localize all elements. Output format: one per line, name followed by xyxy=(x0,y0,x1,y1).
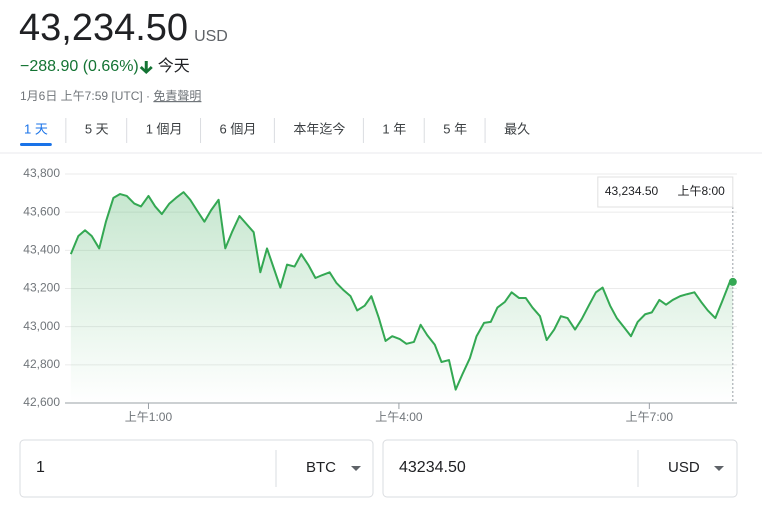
x-tick-label: 上午1:00 xyxy=(125,410,173,424)
y-tick-label: 42,600 xyxy=(23,395,60,409)
down-arrow-icon xyxy=(139,61,153,74)
result-input[interactable]: 43234.50 xyxy=(399,459,466,476)
x-tick-label: 上午4:00 xyxy=(375,410,423,424)
chart: 42,600 42,800 43,000 43,200 43,400 43,600 43,8… xyxy=(23,166,737,424)
area-fill xyxy=(70,192,733,403)
price-line xyxy=(69,191,734,391)
y-tick-label: 43,000 xyxy=(23,319,60,333)
tab[interactable]: 1 個月 xyxy=(146,121,183,136)
tab[interactable]: 5 天 xyxy=(85,121,109,136)
disclaimer-link[interactable]: 免責聲明 xyxy=(153,88,201,103)
last-point xyxy=(728,277,737,286)
result-box[interactable] xyxy=(382,439,738,498)
y-tick-label: 42,800 xyxy=(23,357,60,371)
price: 43,234.50 xyxy=(19,7,188,49)
amount-box[interactable] xyxy=(19,439,374,498)
y-tick-label: 43,600 xyxy=(23,204,60,218)
y-tick-label: 43,800 xyxy=(23,166,60,180)
tab[interactable]: 6 個月 xyxy=(220,121,257,136)
y-tick-label: 43,200 xyxy=(23,281,60,295)
currency: USD xyxy=(194,28,228,45)
amount-input[interactable]: 1 xyxy=(36,459,45,476)
amount-unit[interactable]: BTC xyxy=(306,459,336,476)
result-unit[interactable]: USD xyxy=(668,459,700,476)
y-tick-label: 43,400 xyxy=(23,243,60,257)
tab[interactable]: 1 年 xyxy=(382,121,406,136)
separator: · xyxy=(146,89,150,103)
tooltip-value: 43,234.50 xyxy=(605,184,659,198)
x-tick-label: 上午7:00 xyxy=(626,410,674,424)
tab[interactable]: 本年迄今 xyxy=(293,121,345,136)
dropdown-icon[interactable] xyxy=(351,466,361,471)
tab[interactable]: 5 年 xyxy=(443,121,467,136)
tab-indicator xyxy=(20,143,52,146)
price-change: −288.90 (0.66%) xyxy=(20,58,139,75)
tooltip-time: 上午8:00 xyxy=(677,184,725,198)
change-period: 今天 xyxy=(158,57,190,75)
tab[interactable]: 1 天 xyxy=(24,121,48,136)
dropdown-icon[interactable] xyxy=(714,466,724,471)
tab[interactable]: 最久 xyxy=(504,121,530,136)
tabs: 1 天 5 天 1 個月 6 個月 本年迄今 1 年 5 年 最久 xyxy=(20,118,530,146)
timestamp: 1月6日 上午7:59 [UTC] xyxy=(20,89,143,103)
tooltip-box xyxy=(597,176,734,208)
timestamp-line: 1月6日 上午7:59 [UTC] · 免責聲明 xyxy=(20,88,201,103)
